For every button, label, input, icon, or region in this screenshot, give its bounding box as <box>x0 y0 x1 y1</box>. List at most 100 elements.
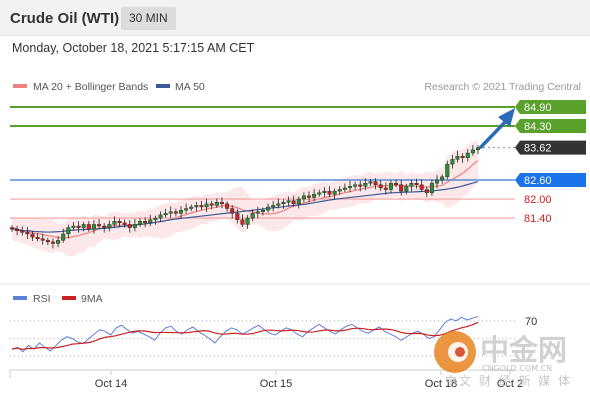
bollinger-legend-label: MA 20 + Bollinger Bands <box>33 81 148 93</box>
candle-body <box>250 213 255 219</box>
candle-body <box>322 190 327 193</box>
candle-body <box>235 213 240 220</box>
candle <box>214 198 219 208</box>
candle <box>296 196 301 209</box>
candle-body <box>71 225 76 228</box>
candle <box>399 179 404 196</box>
rsi-legend-label: RSI <box>33 293 51 305</box>
timeframe-button[interactable]: 30 MIN <box>121 7 176 30</box>
candle-body <box>281 202 286 205</box>
candle <box>255 206 260 219</box>
candle <box>260 207 265 216</box>
candle-body <box>112 221 117 225</box>
candle <box>66 224 71 239</box>
candle <box>332 188 337 200</box>
candle-body <box>358 184 363 187</box>
level-label-83-62: 83.62 <box>524 143 552 155</box>
candle <box>173 208 178 217</box>
candle <box>388 180 393 194</box>
candle <box>342 183 347 193</box>
candle <box>429 179 434 196</box>
candle <box>40 233 45 245</box>
candle <box>168 206 173 218</box>
candle <box>35 233 40 242</box>
candle-body <box>301 195 306 200</box>
candle <box>291 195 296 207</box>
candle-body <box>91 224 96 230</box>
candle-body <box>394 182 399 185</box>
candle <box>50 238 55 249</box>
candle-body <box>219 202 224 205</box>
candle-body <box>199 205 204 208</box>
x-tick-label: Oct 15 <box>260 378 292 390</box>
candle <box>465 149 470 162</box>
candle <box>301 192 306 203</box>
candle <box>271 200 276 212</box>
candle <box>347 180 352 193</box>
candle <box>86 220 91 232</box>
candle-body <box>127 224 132 228</box>
level-tags: 84.90 84.30 83.62 82.60 82.00 81.40 <box>515 100 586 225</box>
level-tag-84-30 <box>515 119 586 134</box>
candle-body <box>445 163 450 178</box>
candle <box>189 204 194 212</box>
candle <box>419 179 424 193</box>
candle <box>107 220 112 232</box>
candle <box>20 226 25 236</box>
candle <box>61 228 66 243</box>
candle <box>394 179 399 188</box>
candle-body <box>86 224 91 230</box>
candle-body <box>168 211 173 214</box>
candle-body <box>414 182 419 185</box>
candle-body <box>50 241 55 244</box>
candle-body <box>255 211 260 214</box>
candle-body <box>399 184 404 192</box>
candle-body <box>286 200 291 203</box>
candle <box>476 145 481 155</box>
candle <box>158 211 163 222</box>
candle <box>117 218 122 228</box>
price-levels <box>10 106 515 219</box>
candle <box>132 219 137 232</box>
candle-body <box>307 195 312 198</box>
candle <box>286 196 291 207</box>
candle-body <box>153 217 158 220</box>
candle-body <box>194 205 199 208</box>
instrument-title: Crude Oil (WTI) <box>10 10 120 27</box>
candle <box>383 182 388 195</box>
candle <box>204 198 209 213</box>
candle-body <box>347 186 352 189</box>
chart-datetime: Monday, October 18, 2021 5:17:15 AM CET <box>12 41 255 55</box>
candle-body <box>225 203 230 209</box>
candle <box>148 214 153 227</box>
level-label-84-30: 84.30 <box>524 121 552 133</box>
candle <box>450 154 455 169</box>
candle-body <box>25 232 30 235</box>
candle <box>281 199 286 209</box>
credit-text: Research © 2021 Trading Central <box>424 81 581 93</box>
candle-body <box>56 240 61 244</box>
candle <box>460 153 465 163</box>
level-label-84-90: 84.90 <box>524 102 552 114</box>
candle <box>424 186 429 198</box>
level-label-82-00: 82.00 <box>524 194 552 206</box>
rsi-ma9-line <box>11 321 479 351</box>
candle <box>245 215 250 229</box>
level-tag-83-62 <box>515 140 586 155</box>
candle-body <box>368 181 373 184</box>
candle <box>312 188 317 202</box>
level-label-81-40: 81.40 <box>524 213 552 225</box>
candle-body <box>214 202 219 206</box>
x-tick-label: Oct 18 <box>425 378 457 390</box>
candle <box>235 208 240 224</box>
candle <box>266 203 271 213</box>
candle-body <box>388 182 393 190</box>
ma9-legend-swatch <box>62 296 76 300</box>
candle-body <box>173 211 178 214</box>
candle <box>368 179 373 186</box>
candle <box>91 219 96 234</box>
candle-body <box>260 209 265 212</box>
candle-body <box>30 233 35 238</box>
candle <box>184 203 189 214</box>
watermark-logo-core-icon <box>455 347 465 357</box>
